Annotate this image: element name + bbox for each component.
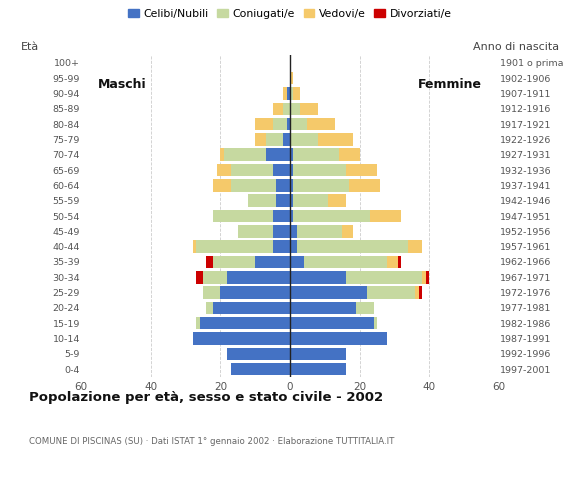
Bar [283,87,287,100]
Bar [217,164,231,176]
Bar [346,271,422,284]
Bar [276,194,290,207]
Bar [231,164,273,176]
Bar [419,286,422,299]
Bar [290,72,293,84]
Bar [227,271,290,284]
Bar [290,256,304,268]
Text: Anno di nascita: Anno di nascita [473,42,559,52]
Bar [307,118,335,131]
Bar [426,271,429,284]
Bar [290,87,293,100]
Bar [273,210,290,222]
Bar [398,256,401,268]
Bar [203,271,227,284]
Bar [415,286,419,299]
Bar [193,332,290,345]
Text: Popolazione per età, sesso e stato civile - 2002: Popolazione per età, sesso e stato civil… [29,391,383,404]
Bar [290,103,300,115]
Bar [255,133,266,146]
Bar [346,164,377,176]
Bar [293,210,370,222]
Bar [248,194,276,207]
Bar [213,179,231,192]
Bar [290,271,346,284]
Text: Età: Età [21,42,39,52]
Bar [290,348,346,360]
Bar [290,317,374,329]
Bar [290,194,293,207]
Bar [290,332,387,345]
Bar [266,133,283,146]
Bar [255,256,290,268]
Bar [196,317,200,329]
Bar [290,164,293,176]
Bar [196,240,273,253]
Bar [196,271,203,284]
Bar [370,210,401,222]
Bar [203,286,220,299]
Bar [290,286,367,299]
Bar [304,256,387,268]
Bar [290,240,297,253]
Bar [297,225,342,238]
Bar [273,164,290,176]
Bar [300,103,318,115]
Bar [273,103,283,115]
Bar [293,164,346,176]
Bar [283,133,290,146]
Bar [206,301,213,314]
Bar [266,148,290,161]
Text: Maschi: Maschi [98,78,147,91]
Bar [227,348,290,360]
Bar [356,301,374,314]
Bar [290,118,307,131]
Bar [238,225,273,238]
Bar [231,363,290,375]
Text: Femmine: Femmine [418,78,482,91]
Bar [273,118,287,131]
Bar [213,256,255,268]
Bar [374,317,377,329]
Bar [293,179,349,192]
Bar [342,225,353,238]
Bar [213,210,273,222]
Bar [290,210,293,222]
Bar [220,286,290,299]
Bar [255,118,273,131]
Bar [231,179,276,192]
Text: COMUNE DI PISCINAS (SU) · Dati ISTAT 1° gennaio 2002 · Elaborazione TUTTITALIA.I: COMUNE DI PISCINAS (SU) · Dati ISTAT 1° … [29,437,394,446]
Bar [339,148,360,161]
Bar [328,194,346,207]
Bar [193,240,196,253]
Bar [290,148,293,161]
Bar [297,240,408,253]
Bar [293,87,300,100]
Bar [367,286,415,299]
Bar [200,317,290,329]
Bar [290,179,293,192]
Bar [283,103,290,115]
Bar [224,148,266,161]
Bar [408,240,422,253]
Bar [293,194,328,207]
Bar [213,301,290,314]
Bar [273,240,290,253]
Bar [273,225,290,238]
Bar [290,225,297,238]
Bar [349,179,380,192]
Bar [206,256,213,268]
Bar [220,148,224,161]
Bar [422,271,426,284]
Bar [290,363,346,375]
Bar [276,179,290,192]
Bar [318,133,353,146]
Bar [290,133,318,146]
Bar [287,87,290,100]
Legend: Celibi/Nubili, Coniugati/e, Vedovi/e, Divorziati/e: Celibi/Nubili, Coniugati/e, Vedovi/e, Di… [124,4,456,23]
Bar [293,148,339,161]
Bar [387,256,398,268]
Bar [290,301,356,314]
Bar [287,118,290,131]
